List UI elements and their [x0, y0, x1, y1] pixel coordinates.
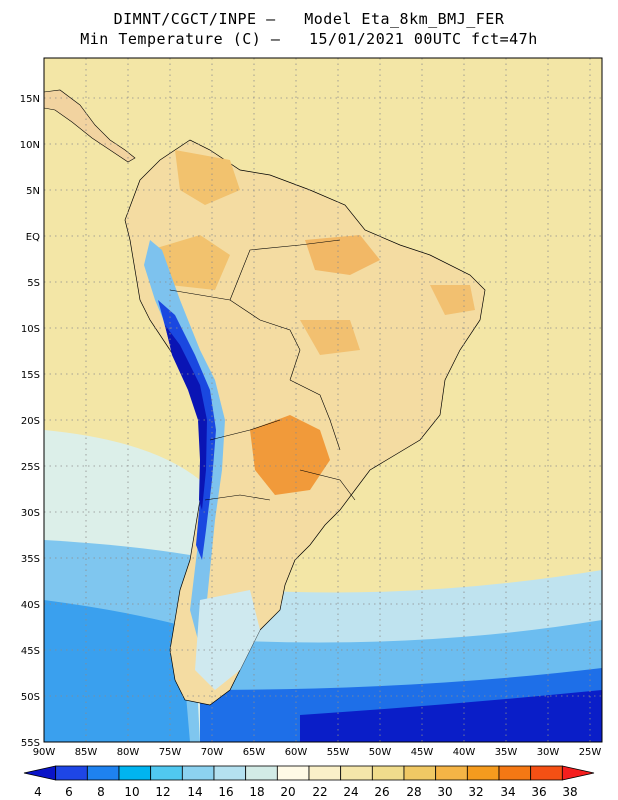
colorbar-labels: 4 6 8 10 12 14 16 18 20 22 24 26 28 30 32 34 36 38	[34, 785, 577, 799]
lat-label: 40S	[21, 600, 40, 611]
lon-label: 30W	[537, 747, 560, 758]
colorbar-swatch	[435, 765, 468, 781]
colorbar-label: 20	[280, 785, 295, 799]
patagonia-cool	[195, 590, 260, 690]
lon-label: 85W	[75, 747, 98, 758]
lat-label: 35S	[21, 554, 40, 565]
lon-label: 25W	[579, 747, 602, 758]
lat-label: 25S	[21, 462, 40, 473]
lat-label: 45S	[21, 646, 40, 657]
latitude-labels: 15N 10N 5N EQ 5S 10S 15S 20S 25S 30S 35S 40S 45S 50S 5…	[20, 94, 40, 749]
warm-venezuela	[175, 150, 240, 205]
colorbar-label: 10	[124, 785, 139, 799]
colorbar	[23, 765, 595, 781]
colorbar-label: 12	[155, 785, 170, 799]
colorbar-label: 26	[374, 785, 389, 799]
colorbar-swatch	[371, 765, 405, 781]
colorbar-swatch	[118, 765, 152, 781]
colorbar-swatch	[150, 765, 183, 781]
colorbar-label: 14	[187, 785, 202, 799]
colorbar-label: 32	[468, 785, 483, 799]
colorbar-swatch	[308, 765, 342, 781]
lat-label: EQ	[26, 232, 40, 243]
plot-frame	[43, 57, 603, 743]
colorbar-label: 30	[437, 785, 452, 799]
lat-label: 15S	[21, 370, 40, 381]
colorbar-swatch	[213, 765, 247, 781]
lon-label: 45W	[411, 747, 434, 758]
colorbar-label: 22	[312, 785, 327, 799]
map-title-line2: Min Temperature (C) – 15/01/2021 00UTC f…	[80, 30, 538, 48]
colorbar-label: 16	[218, 785, 233, 799]
lat-label: 10S	[21, 324, 40, 335]
andes-coldest	[165, 325, 207, 510]
colorbar-swatch	[530, 765, 563, 781]
ocean-deep-cold	[300, 690, 602, 742]
lon-label: 75W	[159, 747, 182, 758]
warm-central-brazil	[300, 320, 360, 355]
lon-label: 60W	[285, 747, 308, 758]
lat-label: 15N	[20, 94, 40, 105]
lat-label: 50S	[21, 692, 40, 703]
lon-label: 65W	[243, 747, 266, 758]
colorbar-swatch	[86, 765, 120, 781]
graticule	[44, 58, 602, 742]
lat-label: 30S	[21, 508, 40, 519]
colorbar-swatch	[245, 765, 278, 781]
colorbar-swatch	[276, 765, 310, 781]
central-america	[44, 89, 136, 163]
lon-label: 55W	[327, 747, 350, 758]
colorbar-label: 6	[65, 785, 73, 799]
colorbar-label: 38	[562, 785, 577, 799]
lon-label: 40W	[453, 747, 476, 758]
colorbar-swatch	[466, 765, 500, 781]
lon-label: 35W	[495, 747, 518, 758]
lat-label: 55S	[21, 738, 40, 749]
hot-spot-paraguay	[250, 415, 330, 495]
colorbar-swatch	[181, 765, 215, 781]
colorbar-label: 24	[343, 785, 358, 799]
country-borders	[169, 239, 356, 501]
ocean-colder-west	[44, 600, 190, 742]
lat-label: 20S	[21, 416, 40, 427]
lat-label: 10N	[20, 140, 40, 151]
colorbar-label: 8	[97, 785, 105, 799]
colorbar-swatch	[340, 765, 373, 781]
colorbar-label: 28	[406, 785, 421, 799]
colorbar-swatch	[498, 765, 532, 781]
colorbar-label: 36	[531, 785, 546, 799]
colorbar-swatch	[55, 765, 88, 781]
warm-northeast-brazil	[430, 285, 475, 315]
lat-label: 5N	[26, 186, 40, 197]
colorbar-label: 34	[500, 785, 515, 799]
lon-label: 70W	[201, 747, 224, 758]
lat-label: 5S	[27, 278, 40, 289]
andes-cool	[144, 240, 225, 640]
colorbar-label: 4	[34, 785, 42, 799]
colorbar-swatch	[23, 765, 57, 781]
longitude-labels: 90W 85W 80W 75W 70W 65W 60W 55W 50W 45W 40W 35W 30W 2…	[33, 747, 602, 758]
colorbar-swatch	[403, 765, 437, 781]
map-title-line1: DIMNT/CGCT/INPE – Model Eta_8km_BMJ_FER	[113, 10, 505, 28]
lon-label: 50W	[369, 747, 392, 758]
lon-label: 80W	[117, 747, 140, 758]
warm-amazon-north	[305, 235, 380, 275]
lon-label: 90W	[33, 747, 56, 758]
colorbar-swatch	[561, 765, 595, 781]
colorbar-label: 18	[249, 785, 264, 799]
